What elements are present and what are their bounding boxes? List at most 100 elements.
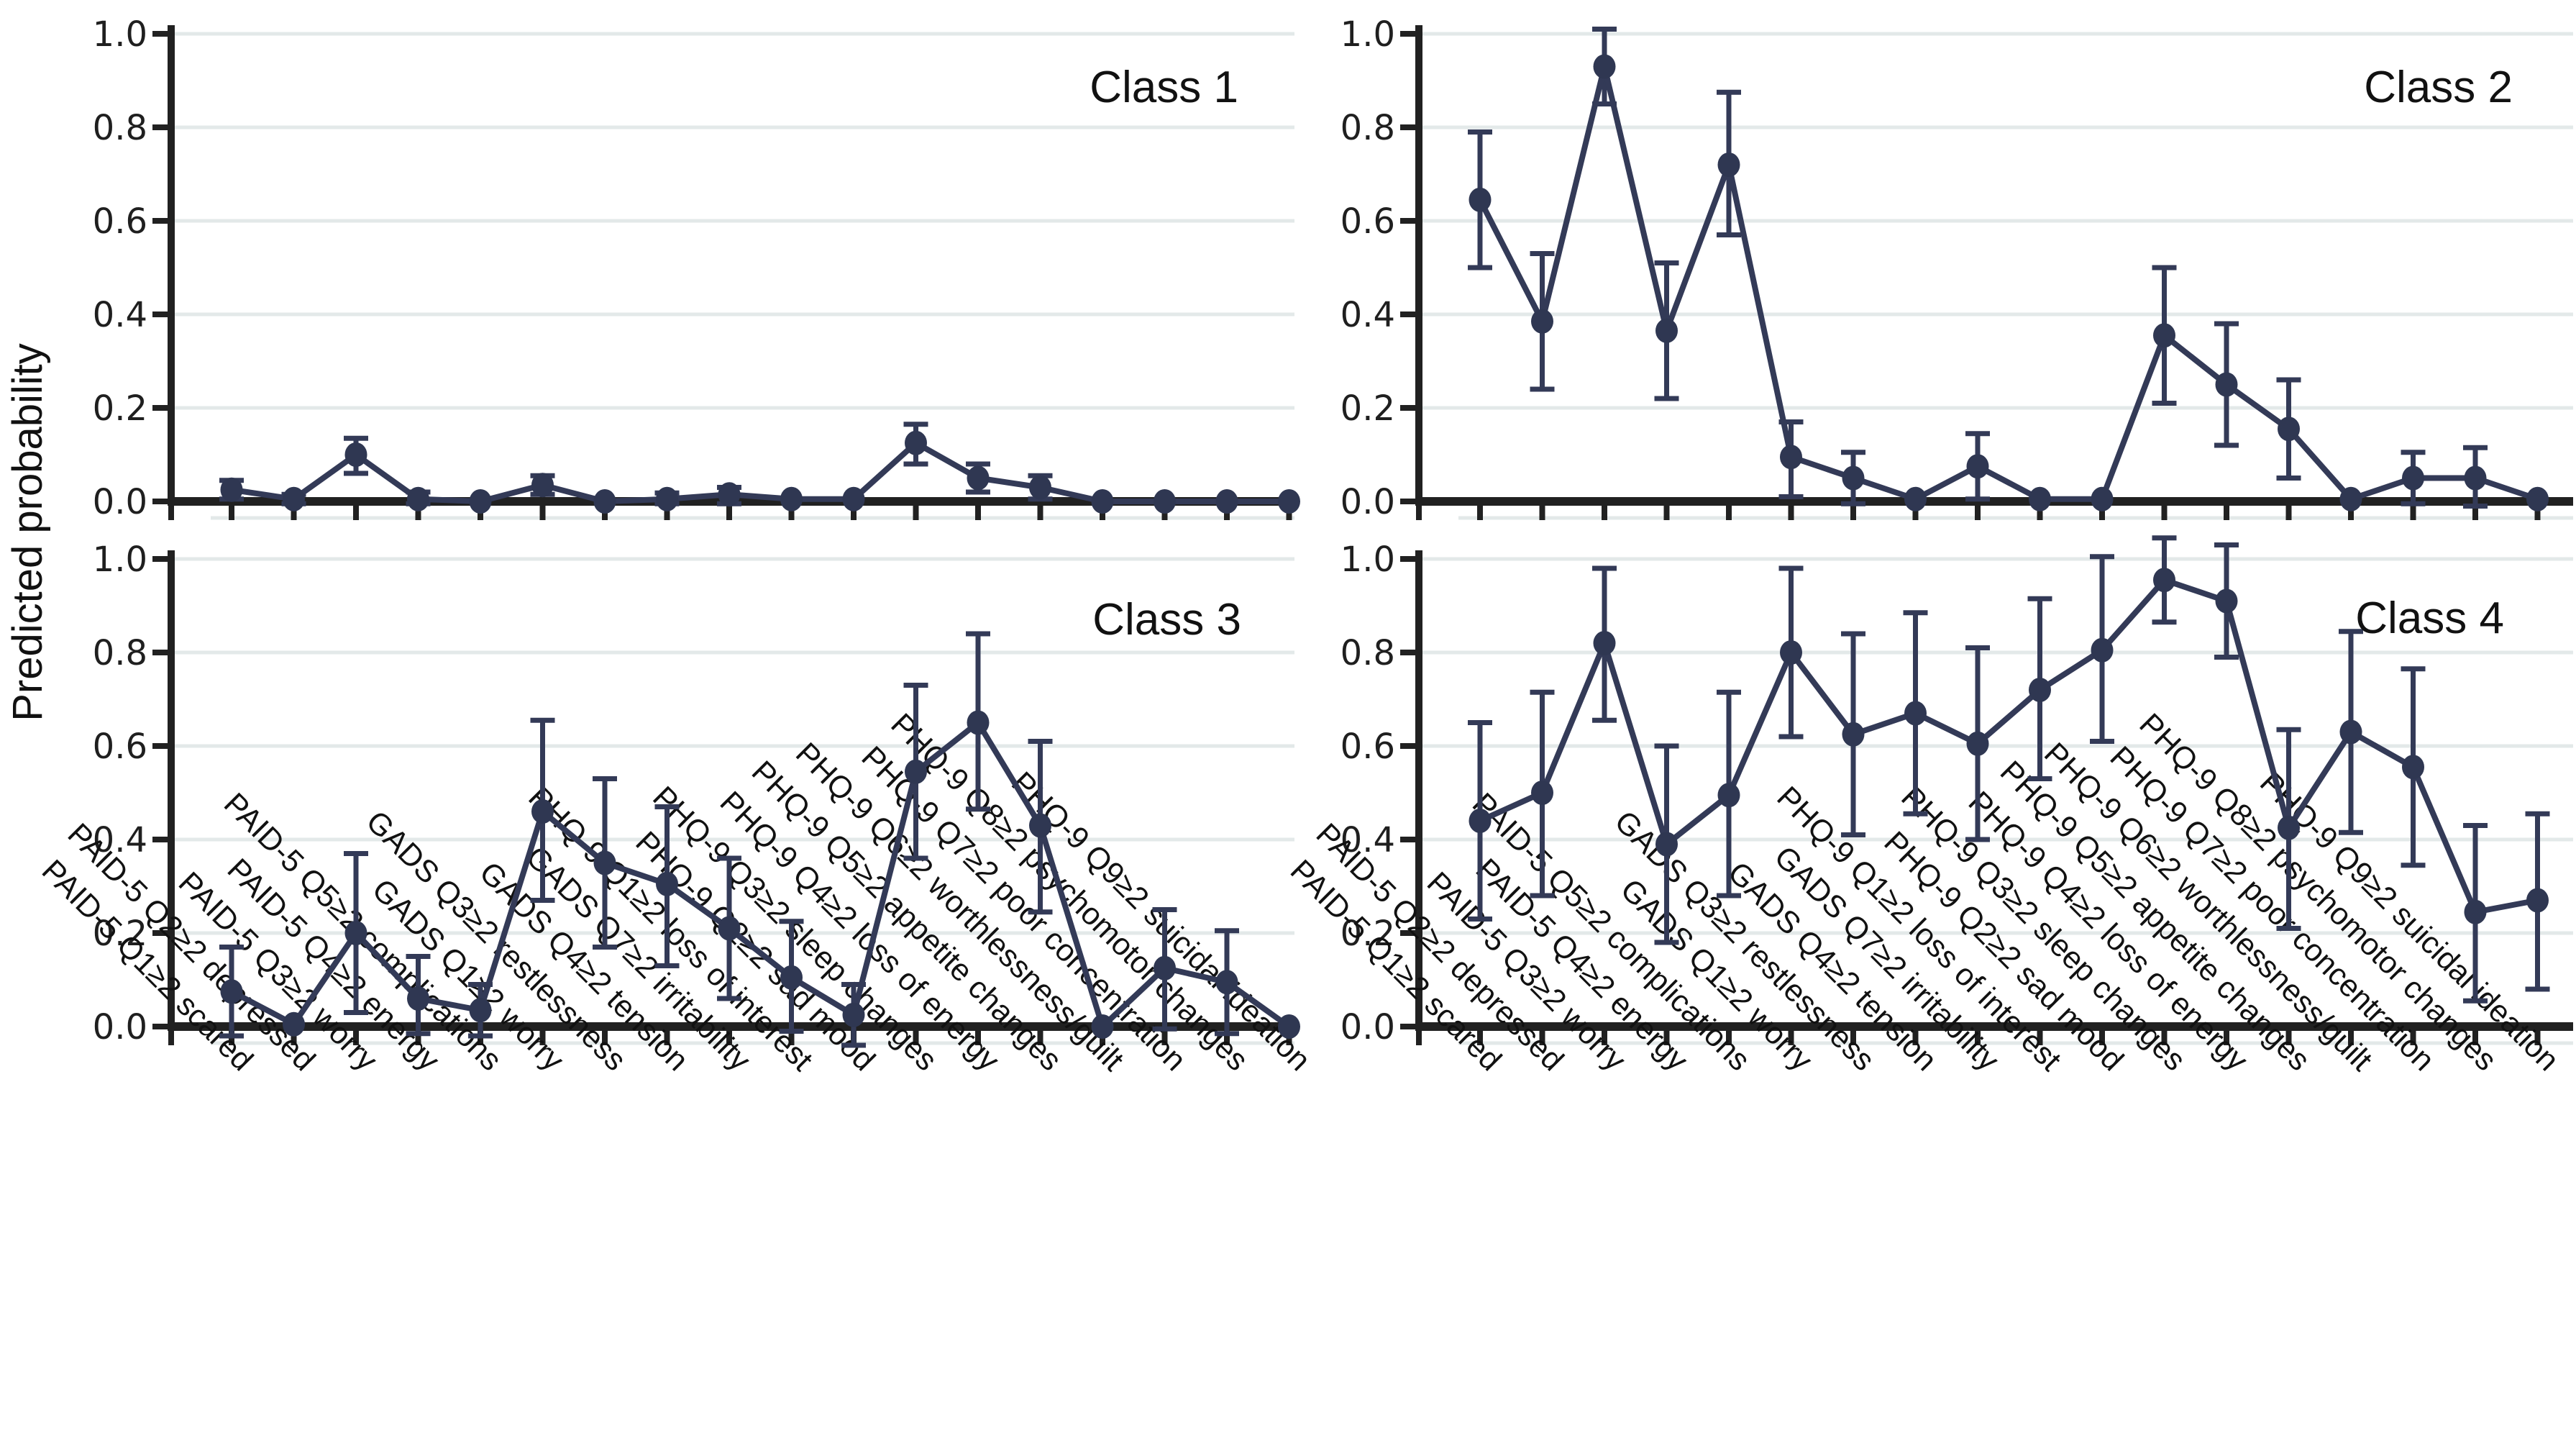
data-point bbox=[656, 871, 678, 896]
data-point bbox=[1966, 731, 1989, 756]
data-point bbox=[780, 486, 803, 511]
data-point bbox=[2526, 486, 2549, 511]
data-point bbox=[780, 965, 803, 990]
y-tick-label: 1.0 bbox=[93, 14, 147, 55]
y-tick-label: 1.0 bbox=[93, 540, 147, 580]
data-point bbox=[469, 489, 492, 514]
data-point bbox=[531, 473, 554, 498]
data-point bbox=[1966, 454, 1989, 479]
data-point bbox=[2278, 815, 2300, 840]
data-point bbox=[407, 486, 429, 511]
data-point bbox=[283, 486, 305, 511]
data-line bbox=[1477, 577, 2541, 915]
y-tick-label: 0.4 bbox=[1340, 295, 1395, 335]
data-point bbox=[718, 916, 741, 941]
data-point bbox=[718, 482, 741, 507]
data-line bbox=[229, 440, 1292, 504]
y-tick-label: 0.2 bbox=[1340, 914, 1395, 954]
data-point bbox=[344, 442, 367, 467]
data-point bbox=[1029, 813, 1051, 838]
data-point bbox=[1278, 1014, 1300, 1039]
y-tick-label: 0.6 bbox=[93, 201, 147, 242]
data-point bbox=[220, 477, 243, 502]
y-axis-title: Predicted probability bbox=[4, 343, 51, 722]
panel-class-2: 0.0 0.2 0.4 0.6 0.8 1.0 Class 2 bbox=[1340, 14, 2573, 522]
data-point bbox=[2153, 568, 2175, 593]
data-point bbox=[1842, 465, 1865, 491]
y-tick-label: 0.6 bbox=[1340, 201, 1395, 242]
data-point bbox=[1717, 153, 1740, 177]
data-point bbox=[967, 465, 990, 491]
data-point bbox=[1091, 1014, 1114, 1039]
data-point bbox=[469, 998, 492, 1023]
data-point bbox=[905, 430, 927, 455]
y-tick-label: 0.2 bbox=[93, 914, 147, 954]
data-point bbox=[2091, 486, 2114, 511]
data-point bbox=[1469, 809, 1492, 833]
panel-title: Class 4 bbox=[2355, 593, 2504, 643]
data-line bbox=[1477, 63, 2541, 502]
data-point bbox=[1531, 309, 1553, 334]
data-point bbox=[1215, 970, 1238, 995]
y-tick-label: 0.4 bbox=[93, 295, 147, 335]
data-point bbox=[1655, 318, 1678, 343]
data-point bbox=[2464, 465, 2487, 491]
data-point bbox=[842, 1002, 865, 1027]
y-tick-label: 0.4 bbox=[93, 820, 147, 860]
panel-title: Class 1 bbox=[1090, 63, 1238, 112]
data-point bbox=[344, 921, 367, 945]
y-tick-label: 1.0 bbox=[1340, 540, 1395, 580]
data-point bbox=[1469, 187, 1492, 212]
data-point bbox=[1717, 783, 1740, 808]
data-point bbox=[2091, 637, 2114, 663]
data-point bbox=[220, 979, 243, 1004]
panel-title: Class 3 bbox=[1092, 595, 1241, 645]
data-point bbox=[1029, 475, 1051, 500]
data-point bbox=[2215, 372, 2238, 397]
data-point bbox=[593, 489, 616, 514]
data-point bbox=[1154, 489, 1176, 514]
data-point bbox=[1154, 955, 1176, 981]
y-tick-label: 0.8 bbox=[93, 108, 147, 148]
data-point bbox=[2029, 486, 2051, 511]
data-point bbox=[407, 986, 429, 1011]
y-tick-label: 0.8 bbox=[93, 633, 147, 673]
y-tick-label: 0.2 bbox=[1340, 388, 1395, 429]
data-point bbox=[1904, 701, 1927, 726]
data-point bbox=[967, 710, 990, 735]
data-point bbox=[593, 850, 616, 875]
y-tick-label: 0.0 bbox=[1340, 482, 1395, 522]
data-point bbox=[1593, 54, 1616, 79]
data-point bbox=[1655, 832, 1678, 857]
data-point bbox=[2339, 486, 2362, 511]
data-point bbox=[1780, 445, 1802, 470]
data-point bbox=[2153, 323, 2175, 348]
data-point bbox=[2215, 588, 2238, 614]
data-point bbox=[2278, 417, 2300, 442]
data-point bbox=[531, 799, 554, 824]
data-point bbox=[1091, 489, 1114, 514]
data-point bbox=[842, 486, 865, 511]
data-point bbox=[1531, 781, 1553, 805]
y-tick-label: 0.2 bbox=[93, 388, 147, 429]
data-point bbox=[1780, 640, 1802, 665]
data-point bbox=[2402, 465, 2424, 491]
y-tick-label: 1.0 bbox=[1340, 14, 1395, 55]
data-point bbox=[283, 1011, 305, 1037]
data-point bbox=[2526, 888, 2549, 913]
data-point bbox=[905, 759, 927, 784]
data-line bbox=[229, 719, 1292, 1029]
y-tick-label: 0.0 bbox=[1340, 1007, 1395, 1047]
data-point bbox=[1215, 489, 1238, 514]
y-tick-label: 0.0 bbox=[93, 482, 147, 522]
data-point bbox=[1904, 486, 1927, 511]
data-point bbox=[2339, 719, 2362, 745]
y-tick-label: 0.4 bbox=[1340, 820, 1395, 860]
y-tick-label: 0.8 bbox=[1340, 108, 1395, 148]
y-tick-label: 0.6 bbox=[93, 727, 147, 767]
panel-class-1: 0.0 0.2 0.4 0.6 0.8 1.0 Class 1 bbox=[93, 14, 1300, 522]
